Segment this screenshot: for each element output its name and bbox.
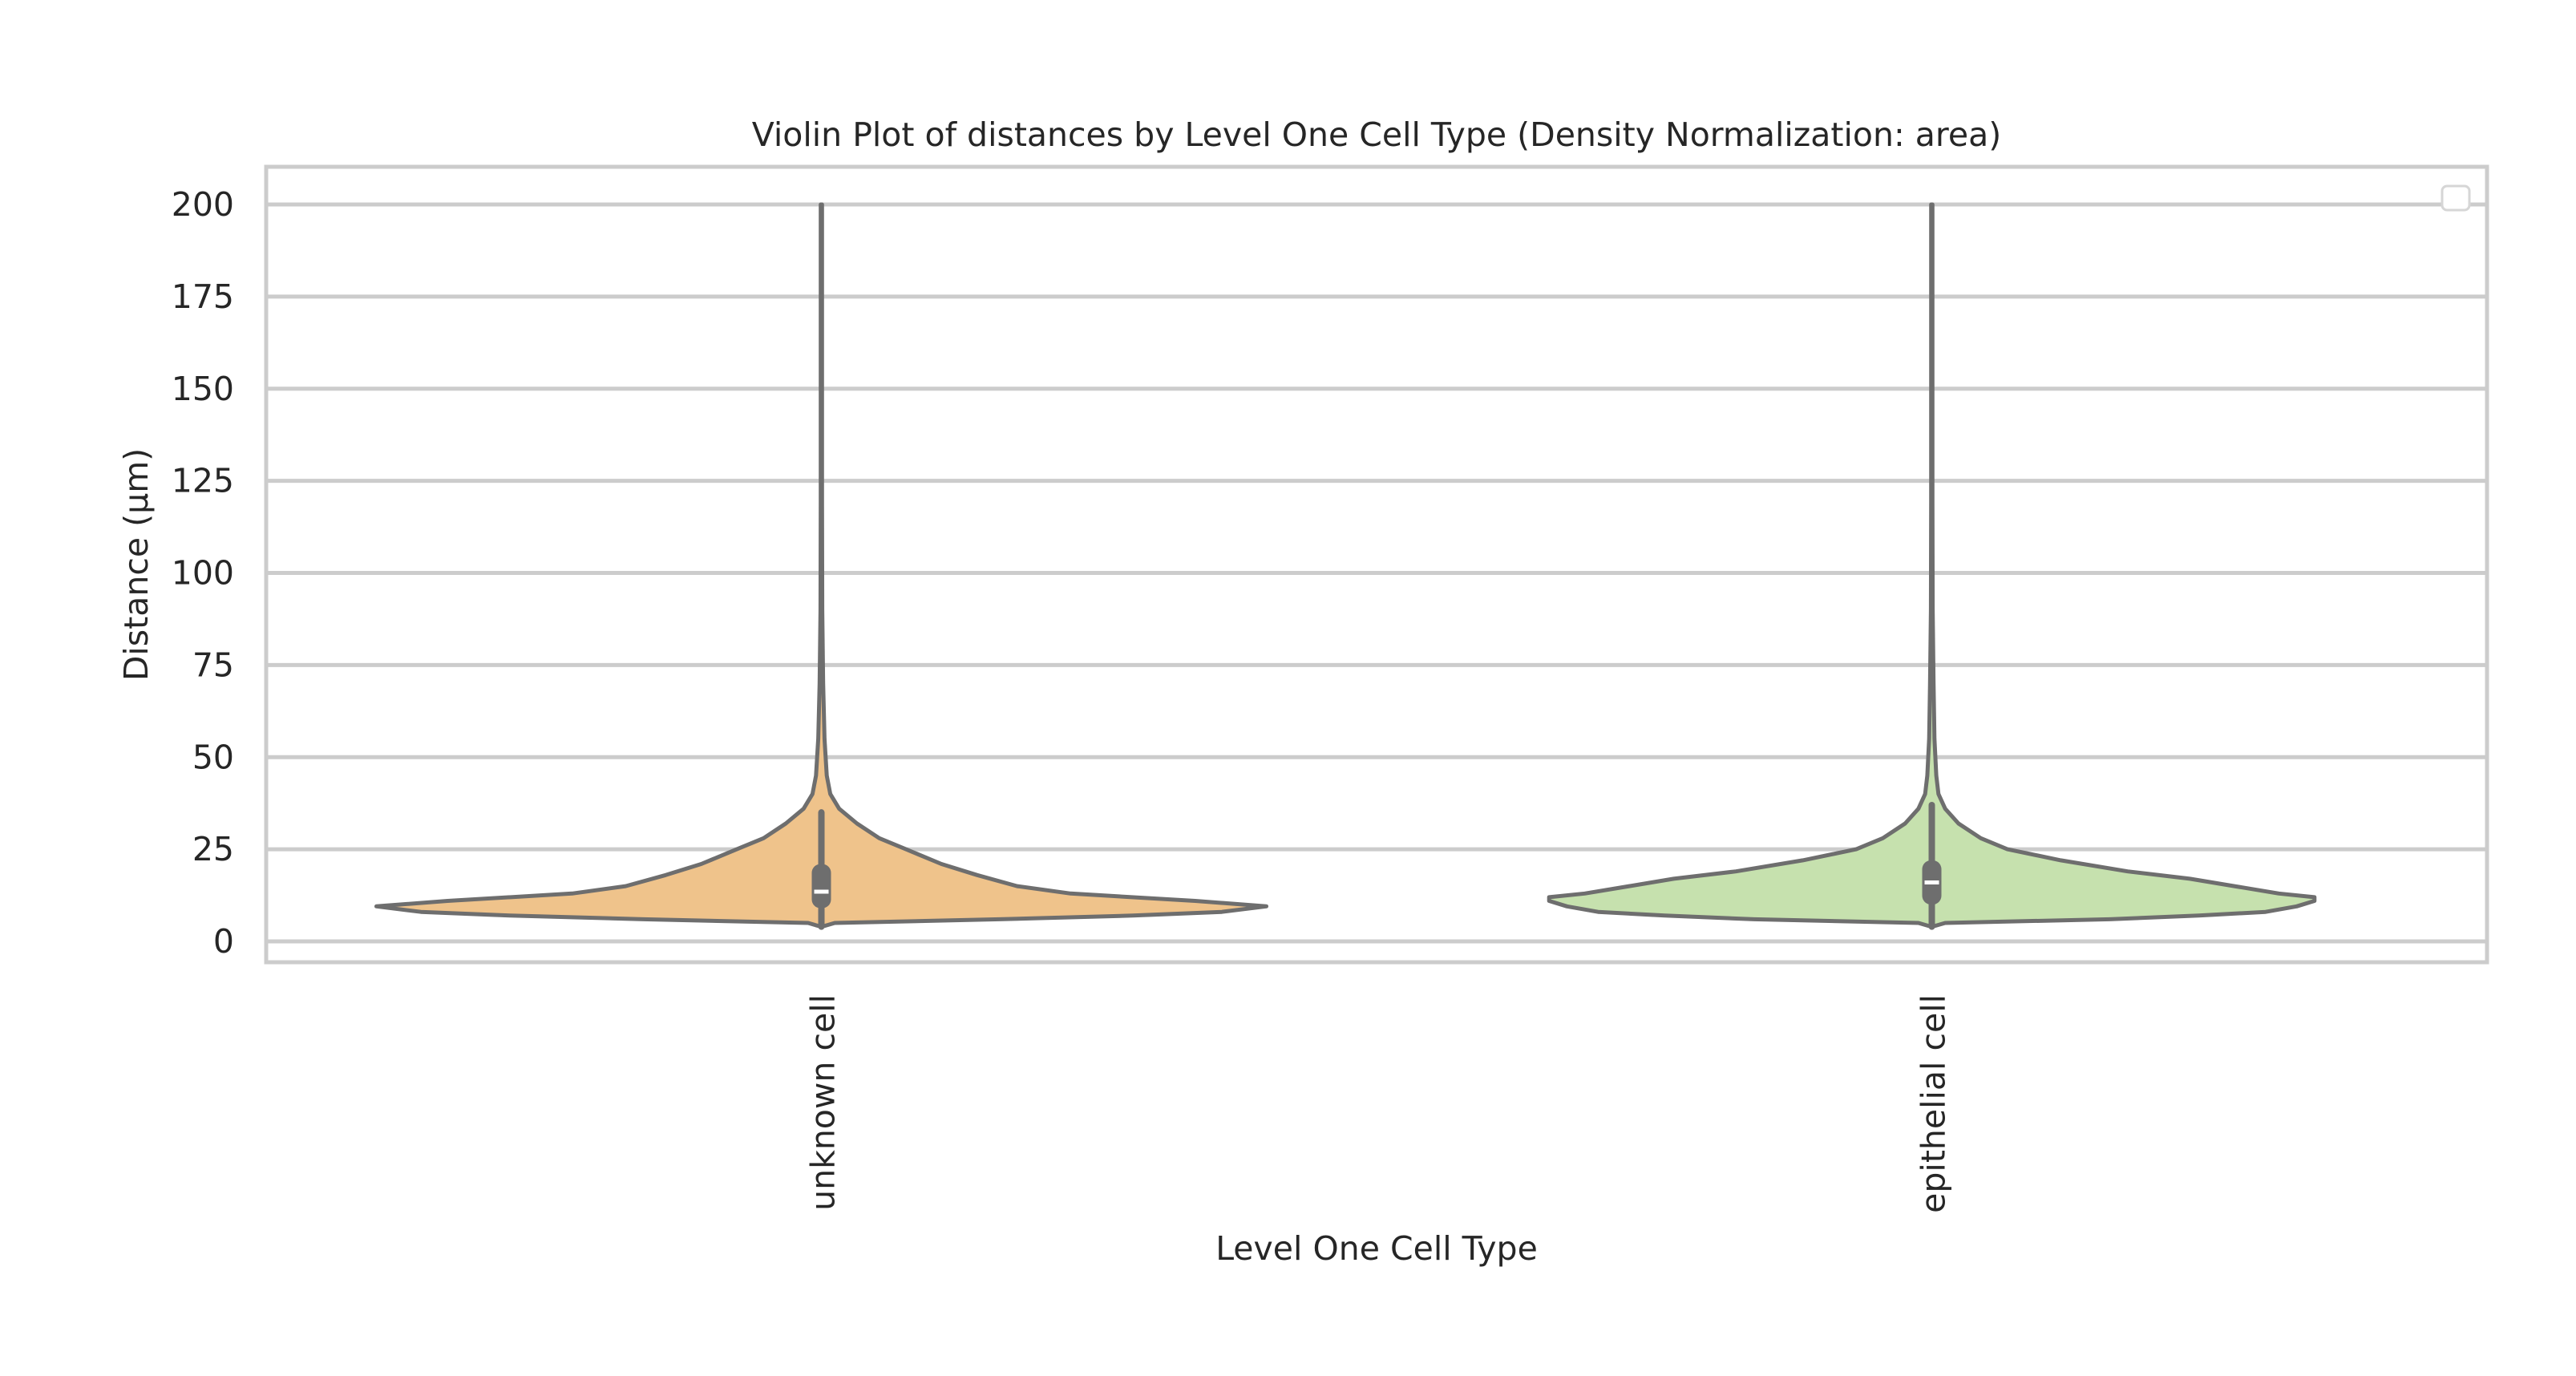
chart-title: Violin Plot of distances by Level One Ce… (752, 115, 2001, 154)
violin-body (1547, 202, 2317, 929)
x-tick-labels: unknown cell epithelial cell (804, 994, 1953, 1213)
y-tick-label: 75 (192, 646, 234, 684)
y-axis-label: Distance (µm) (117, 448, 156, 681)
y-tick-labels: 0 25 50 75 100 125 150 175 200 (172, 185, 234, 961)
x-axis-label: Level One Cell Type (1215, 1229, 1538, 1268)
violin-body (374, 202, 1268, 929)
x-tick-label: epithelial cell (1915, 994, 1953, 1213)
y-tick-label: 25 (192, 830, 234, 868)
y-tick-label: 200 (172, 185, 234, 224)
plot-frame (264, 164, 2489, 965)
x-tick-label: unknown cell (804, 994, 843, 1211)
y-tick-label: 150 (172, 370, 234, 408)
legend-box (2441, 184, 2471, 212)
y-tick-label: 125 (172, 462, 234, 500)
gridlines (266, 202, 2487, 944)
y-tick-label: 0 (213, 922, 234, 961)
y-tick-label: 100 (172, 554, 234, 593)
y-tick-label: 50 (192, 738, 234, 776)
violin-epithelial-cell (1547, 202, 2317, 930)
violins (374, 202, 2317, 930)
violin-iqr-box (811, 864, 831, 909)
violin-unknown-cell (374, 202, 1268, 930)
y-tick-label: 175 (172, 277, 234, 316)
